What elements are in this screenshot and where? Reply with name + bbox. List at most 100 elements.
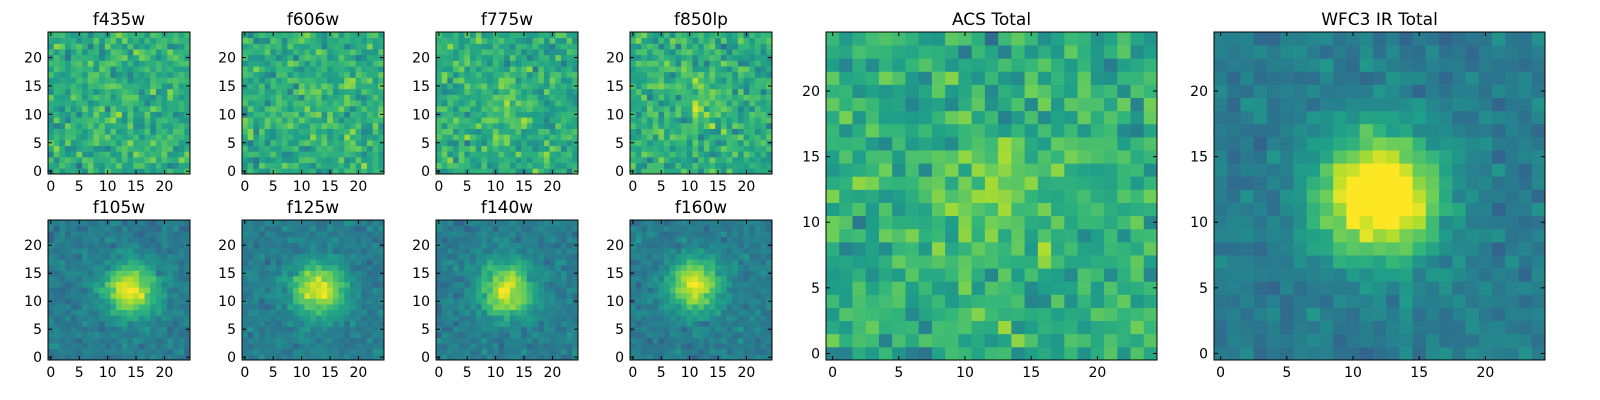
heatmap-cell	[470, 49, 477, 56]
heatmap-cell	[355, 332, 362, 338]
heatmap-cell	[532, 37, 539, 44]
y-tick-label: 0	[33, 164, 42, 180]
heatmap-cell	[242, 94, 249, 101]
heatmap-cell	[93, 151, 100, 158]
heatmap-cell	[116, 332, 123, 338]
heatmap-cell	[172, 54, 180, 61]
heatmap-cell	[116, 354, 123, 361]
heatmap-cell	[543, 343, 550, 350]
heatmap-cell	[321, 94, 328, 101]
heatmap-cell	[475, 315, 482, 322]
heatmap-cell	[549, 287, 556, 294]
heatmap-cell	[743, 128, 750, 135]
heatmap-cell	[53, 248, 60, 254]
heatmap-cell	[99, 66, 106, 73]
heatmap-cell	[104, 248, 111, 254]
heatmap-cell	[521, 128, 528, 135]
heatmap-cell	[99, 337, 106, 344]
heatmap-cell	[82, 88, 89, 95]
heatmap-cell	[475, 248, 482, 254]
heatmap-cell	[521, 54, 528, 61]
heatmap-cell	[270, 315, 277, 322]
heatmap-cell	[709, 100, 716, 107]
heatmap-cell	[167, 105, 174, 112]
heatmap-cell	[121, 122, 128, 129]
heatmap-cell	[686, 281, 693, 288]
heatmap-cell	[48, 309, 55, 316]
heatmap-cell	[121, 264, 128, 271]
heatmap-cell	[692, 77, 699, 84]
heatmap-cell	[138, 54, 145, 61]
heatmap-cell	[549, 60, 556, 67]
heatmap-cell	[93, 320, 100, 327]
heatmap-cell	[287, 111, 294, 118]
heatmap-cell	[127, 332, 134, 338]
heatmap-cell	[447, 326, 454, 333]
heatmap-cell	[749, 117, 756, 124]
heatmap-cell	[732, 337, 739, 344]
heatmap-cell	[737, 128, 744, 135]
heatmap-cell	[121, 145, 128, 152]
heatmap-cell	[144, 259, 151, 266]
heatmap-cell	[264, 253, 271, 260]
heatmap-cell	[436, 253, 443, 260]
heatmap-cell	[242, 105, 249, 112]
heatmap-cell	[743, 71, 750, 78]
heatmap-cell	[464, 309, 471, 316]
heatmap-cell	[492, 231, 499, 238]
heatmap-cell	[327, 100, 334, 107]
heatmap-cell	[167, 220, 174, 226]
heatmap-cell	[338, 309, 345, 316]
heatmap-cell	[270, 71, 277, 78]
y-tick-label: 5	[615, 136, 624, 152]
heatmap-cell	[715, 71, 722, 78]
heatmap-cell	[760, 326, 767, 333]
heatmap-cell	[366, 248, 374, 254]
heatmap-cell	[293, 145, 300, 152]
panel-title: f105w	[93, 198, 145, 218]
heatmap-cell	[270, 105, 277, 112]
heatmap-cell	[492, 49, 499, 56]
heatmap-cell	[447, 100, 454, 107]
heatmap-cell	[436, 236, 443, 243]
heatmap-cell	[155, 37, 162, 44]
heatmap-cell	[264, 304, 271, 310]
heatmap-cell	[259, 49, 266, 56]
heatmap-cell	[470, 162, 477, 169]
heatmap-cell	[555, 236, 562, 243]
heatmap-cell	[53, 304, 60, 310]
heatmap-cell	[766, 49, 773, 56]
heatmap-cell	[76, 117, 83, 124]
heatmap-cell	[664, 298, 671, 305]
heatmap-cell	[538, 54, 545, 61]
heatmap-cell	[53, 54, 60, 61]
heatmap-cell	[270, 287, 277, 294]
heatmap-cell	[184, 151, 191, 158]
heatmap-cell	[48, 88, 55, 95]
heatmap-cell	[766, 117, 773, 124]
heatmap-cell	[453, 326, 460, 333]
heatmap-cell	[59, 298, 66, 305]
heatmap-cell	[93, 315, 100, 322]
heatmap-cell	[87, 100, 94, 107]
heatmap-cell	[675, 88, 682, 95]
heatmap-cell	[338, 287, 345, 294]
heatmap-cell	[138, 60, 145, 67]
heatmap-cell	[344, 83, 351, 90]
heatmap-cell	[635, 168, 642, 175]
heatmap-cell	[121, 100, 128, 107]
heatmap-cell	[737, 66, 744, 73]
heatmap-cell	[253, 354, 260, 361]
heatmap-cell	[743, 298, 750, 305]
heatmap-cell	[259, 287, 266, 294]
heatmap-cell	[543, 66, 550, 73]
heatmap-cell	[259, 139, 266, 146]
heatmap-cell	[641, 162, 648, 169]
heatmap-cell	[538, 242, 545, 249]
heatmap-cell	[560, 298, 568, 305]
heatmap-cell	[281, 122, 288, 129]
heatmap-cell	[110, 337, 117, 344]
heatmap-cell	[447, 71, 454, 78]
heatmap-cell	[686, 304, 693, 310]
heatmap-cell	[470, 242, 477, 249]
